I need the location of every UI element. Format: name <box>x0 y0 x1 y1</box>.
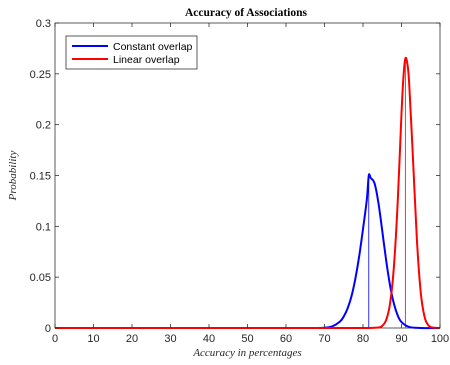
legend-box <box>65 35 198 70</box>
x-tick-label: 70 <box>318 333 330 345</box>
chart-title: Accuracy of Associations <box>185 7 308 19</box>
y-tick-label: 0 <box>45 323 51 335</box>
y-tick-label: 0.2 <box>36 120 51 132</box>
y-tick-label: 0.15 <box>30 171 51 183</box>
x-tick-label: 60 <box>280 333 292 345</box>
y-axis: 0 0.05 0.1 0.15 0.2 0.25 0.3 <box>30 18 440 335</box>
x-tick-label: 100 <box>431 333 449 345</box>
y-tick-label: 0.05 <box>30 272 51 284</box>
x-tick-label: 80 <box>357 333 369 345</box>
peak-marker-lines <box>368 58 406 328</box>
x-tick-label: 90 <box>395 333 407 345</box>
x-tick-label: 0 <box>52 333 58 345</box>
x-tick-label: 50 <box>241 333 253 345</box>
x-tick-label: 20 <box>126 333 138 345</box>
plot-area <box>54 22 441 329</box>
x-tick-label: 10 <box>87 333 99 345</box>
y-tick-label: 0.3 <box>36 18 51 30</box>
y-tick-label: 0.25 <box>30 69 51 81</box>
series-line-1 <box>55 56 441 330</box>
y-axis-label: Probability <box>7 151 19 202</box>
x-tick-label: 40 <box>203 333 215 345</box>
legend-label: Constant overlap <box>113 41 193 53</box>
x-axis: 0 10 20 30 40 50 60 70 80 90 100 <box>52 23 449 345</box>
y-tick-label: 0.1 <box>36 221 51 233</box>
x-tick-label: 30 <box>164 333 176 345</box>
x-axis-label: Accuracy in percentages <box>192 347 301 359</box>
legend-label: Linear overlap <box>113 54 180 66</box>
